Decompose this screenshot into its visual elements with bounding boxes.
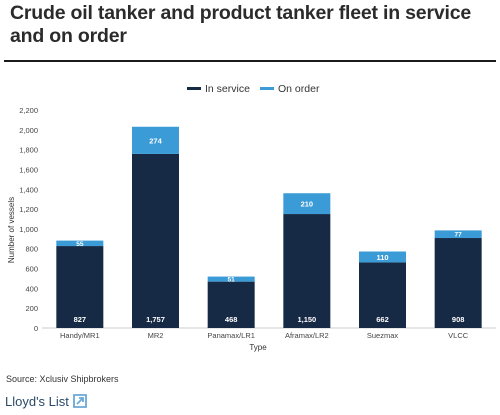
- y-tick-label: 1,400: [19, 185, 38, 194]
- x-axis: Handy/MR1 MR2 Panamax/LR1 Aframax/LR2 Suezma…: [60, 331, 469, 340]
- data-label-in-service: 908: [452, 315, 465, 324]
- y-tick-label: 800: [25, 245, 38, 254]
- data-label-in-service: 1,150: [297, 315, 316, 324]
- x-tick-label: Panamax/LR1: [207, 331, 255, 340]
- publisher-logo: Lloyd's List: [5, 393, 88, 409]
- x-tick-label: MR2: [148, 331, 164, 340]
- y-tick-label: 1,200: [19, 205, 38, 214]
- x-tick-label: Suezmax: [367, 331, 399, 340]
- data-label-on-order: 77: [455, 232, 463, 239]
- data-label-on-order: 274: [149, 136, 162, 145]
- x-tick-label: Aframax/LR2: [285, 331, 329, 340]
- x-tick-label: Handy/MR1: [60, 331, 100, 340]
- data-label-on-order: 210: [301, 200, 314, 209]
- y-axis: 0 200 400 600 800 1,000 1,200 1,400 1,600 1,800 2,…: [19, 106, 38, 333]
- legend-label-on-order: On order: [278, 83, 320, 95]
- logo-arrow-icon: [73, 394, 87, 408]
- bar-in-service: [434, 238, 482, 328]
- data-label-in-service: 1,757: [146, 315, 165, 324]
- data-label-on-order: 110: [376, 253, 388, 262]
- title-divider: [4, 60, 496, 62]
- bars: 827 55 1,757 274 468 51 1,150 210 662 110 908 77: [56, 126, 482, 328]
- bar-on-order: [207, 276, 255, 282]
- stacked-bar-chart: In service On order 0 200 400 600 800 1,000 1,…: [7, 83, 496, 352]
- y-tick-label: 400: [25, 284, 38, 293]
- y-tick-label: 2,200: [19, 106, 38, 115]
- y-tick-label: 600: [25, 265, 38, 274]
- y-tick-label: 1,800: [19, 146, 38, 155]
- y-tick-label: 2,000: [19, 126, 38, 135]
- y-tick-label: 1,600: [19, 165, 38, 174]
- x-tick-label: VLCC: [448, 331, 469, 340]
- bar-in-service: [359, 262, 406, 328]
- x-axis-title: Type: [249, 343, 267, 352]
- bar-on-order: [434, 230, 482, 239]
- bar-in-service: [56, 246, 104, 328]
- bar-in-service: [132, 153, 179, 328]
- y-axis-title: Number of vessels: [7, 197, 16, 263]
- chart-title: Crude oil tanker and product tanker flee…: [10, 2, 471, 47]
- bar-on-order: [283, 193, 331, 215]
- bar-on-order: [56, 240, 104, 247]
- data-label-in-service: 468: [225, 315, 238, 324]
- source-note: Source: Xclusiv Shipbrokers: [6, 374, 119, 384]
- bar-in-service: [283, 214, 331, 328]
- legend-swatch-on-order: [260, 87, 274, 90]
- bar-in-service: [207, 281, 255, 328]
- y-tick-label: 200: [25, 304, 38, 313]
- bar-on-order: [132, 126, 179, 154]
- data-label-in-service: 662: [376, 315, 389, 324]
- legend-label-in-service: In service: [205, 83, 250, 95]
- bar-on-order: [359, 251, 406, 263]
- logo-text: Lloyd's List: [5, 393, 69, 409]
- chart-legend: In service On order: [187, 83, 320, 95]
- data-label-on-order: 55: [76, 241, 84, 248]
- data-label-in-service: 827: [74, 315, 87, 324]
- data-label-on-order: 51: [228, 277, 236, 284]
- y-tick-label: 0: [34, 324, 38, 333]
- legend-swatch-in-service: [187, 87, 201, 90]
- y-tick-label: 1,000: [19, 225, 38, 234]
